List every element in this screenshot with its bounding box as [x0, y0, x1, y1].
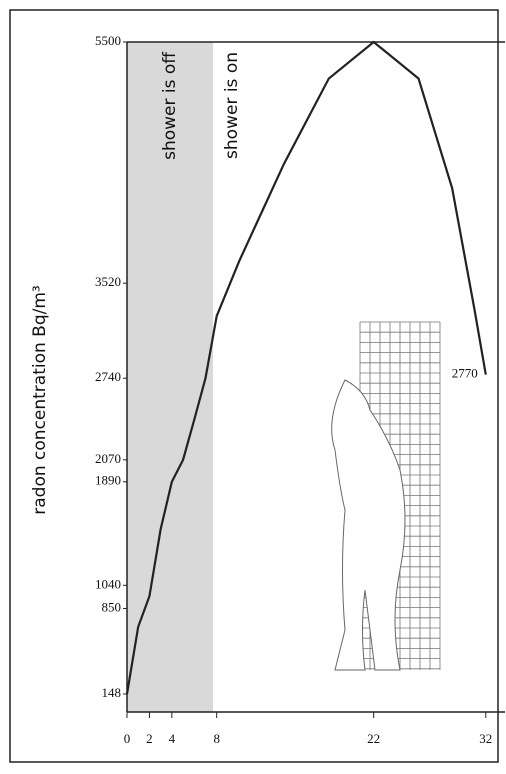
- y-tick-label: 1890: [95, 473, 121, 488]
- y-tick-label: 850: [102, 599, 122, 614]
- x-tick-label: 8: [213, 731, 220, 746]
- y-tick-label: 2740: [95, 369, 121, 384]
- y-tick-label: 3520: [95, 274, 121, 289]
- chart: radon concentration Bq/m³ 148 850 1040 1890…: [0, 0, 506, 774]
- y-tick-label: 1040: [95, 576, 121, 591]
- shower-on-label: shower is on: [222, 52, 242, 159]
- x-tick-label: 32: [479, 731, 492, 746]
- x-tick-label: 0: [124, 731, 131, 746]
- x-tick-label: 4: [169, 731, 176, 746]
- x-tick-label: 22: [367, 731, 380, 746]
- y-axis-label: radon concentration Bq/m³: [30, 285, 50, 514]
- y-tick-label: 148: [102, 685, 122, 700]
- y-tick-label: 5500: [95, 33, 121, 48]
- shower-illustration: [332, 322, 440, 670]
- end-value-label: 2770: [452, 366, 478, 381]
- x-tick-label: 2: [146, 731, 153, 746]
- frame: [10, 10, 498, 762]
- shower-off-label: shower is off: [160, 51, 180, 160]
- y-tick-label: 2070: [95, 451, 121, 466]
- figure-outline: [332, 380, 405, 670]
